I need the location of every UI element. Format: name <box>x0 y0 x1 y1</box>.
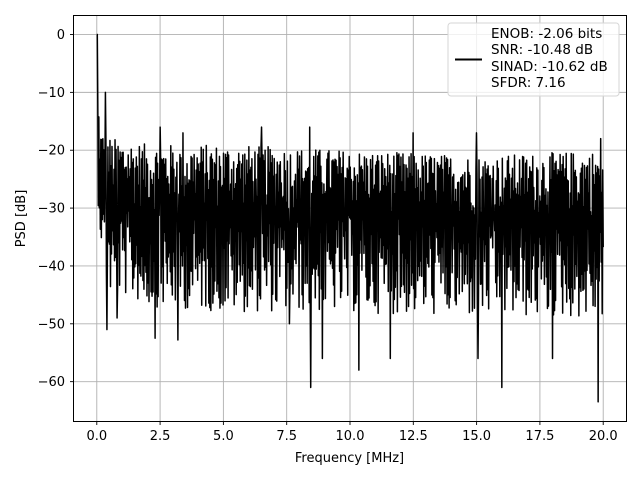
x-axis-ticks: 0.0 2.5 5.0 7.5 10.0 12.5 15.0 17.5 20.0 <box>86 421 618 444</box>
legend-box <box>447 22 620 97</box>
y-tick-label: −20 <box>38 144 65 159</box>
y-tick-label: −50 <box>38 317 65 332</box>
legend-line-enob: ENOB: -2.06 bits <box>491 26 602 42</box>
y-axis-ticks: 0 −10 −20 −30 −40 −50 −60 <box>38 28 74 390</box>
x-tick-label: 2.5 <box>150 429 171 444</box>
x-tick-label: 20.0 <box>589 429 618 444</box>
x-tick-label: 5.0 <box>213 429 234 444</box>
x-tick-label: 12.5 <box>399 429 428 444</box>
y-tick-label: −40 <box>38 259 65 274</box>
y-tick-label: −60 <box>38 375 65 390</box>
legend-line-snr: SNR: -10.48 dB <box>491 42 593 58</box>
y-tick-label: −30 <box>38 202 65 217</box>
psd-series-line <box>96 33 604 403</box>
y-tick-label: −10 <box>38 86 65 101</box>
y-tick-label: 0 <box>57 28 65 43</box>
legend-line-sinad: SINAD: -10.62 dB <box>491 59 608 75</box>
x-tick-label: 7.5 <box>276 429 297 444</box>
x-axis-label: Frequency [MHz] <box>295 451 404 466</box>
x-tick-label: 0.0 <box>86 429 107 444</box>
psd-trace <box>96 33 604 403</box>
x-tick-label: 10.0 <box>336 429 365 444</box>
legend-line-sfdr: SFDR: 7.16 <box>491 75 566 91</box>
x-tick-label: 15.0 <box>462 429 491 444</box>
x-tick-label: 17.5 <box>525 429 554 444</box>
legend: ENOB: -2.06 bits SNR: -10.48 dB SINAD: -… <box>447 22 620 97</box>
y-axis-label: PSD [dB] <box>14 190 29 248</box>
